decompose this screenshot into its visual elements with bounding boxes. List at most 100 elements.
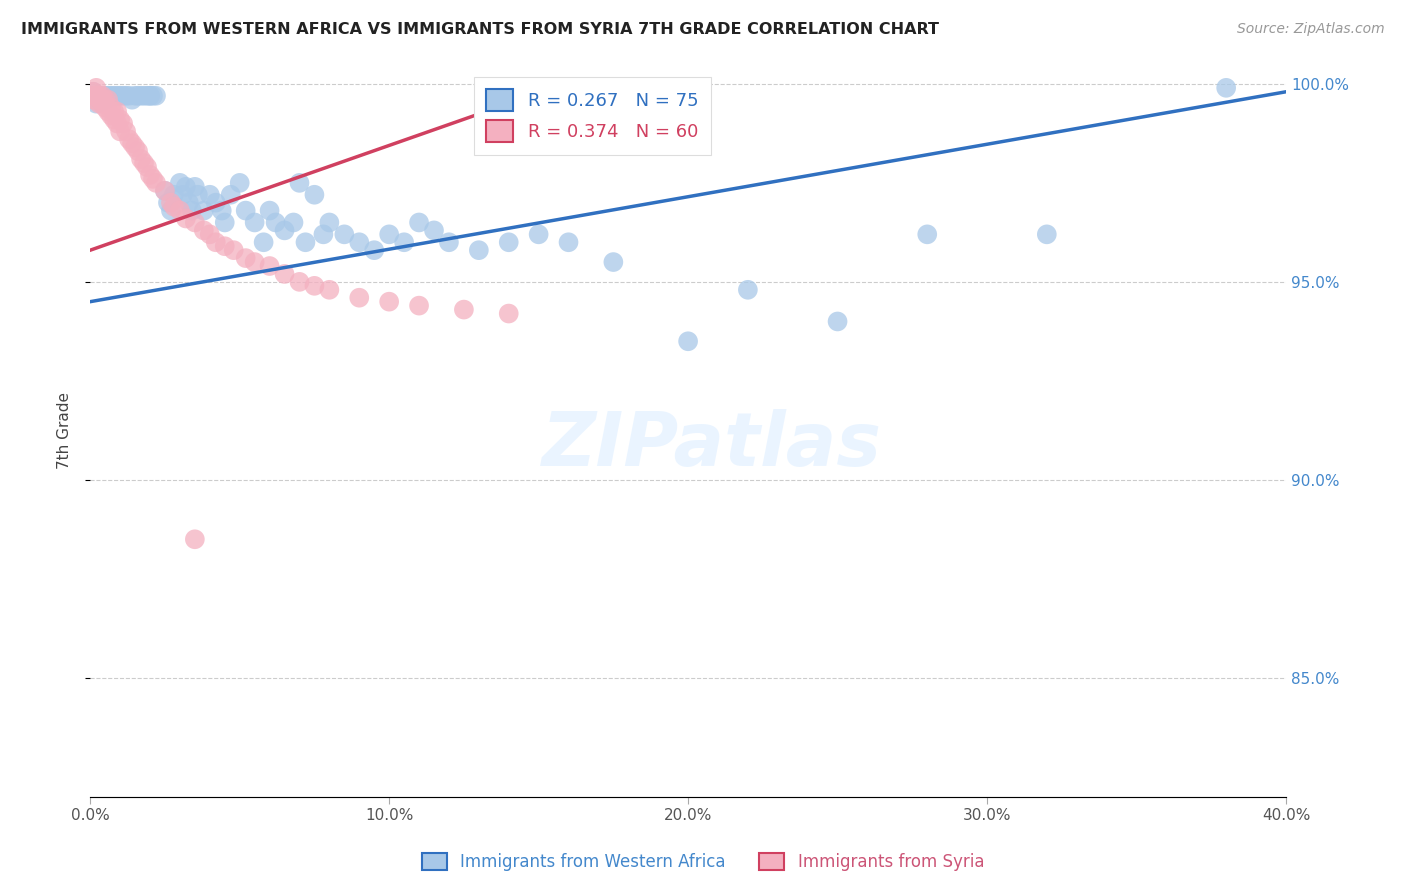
Point: [174, 179, 197, 194]
Point: [89, 88, 111, 103]
Point: [184, 533, 207, 547]
Point: [82, 85, 104, 99]
Point: [136, 160, 159, 174]
Point: [160, 203, 183, 218]
Point: [82, 88, 104, 103]
Point: [105, 116, 128, 130]
Point: [219, 187, 242, 202]
Point: [100, 101, 122, 115]
Point: [112, 88, 135, 103]
Point: [89, 96, 111, 111]
Point: [378, 294, 401, 309]
Point: [737, 283, 759, 297]
Point: [103, 112, 125, 127]
Point: [108, 112, 131, 127]
Point: [235, 251, 257, 265]
Point: [121, 93, 143, 107]
Point: [129, 88, 152, 103]
Point: [160, 195, 183, 210]
Point: [132, 88, 155, 103]
Point: [139, 88, 162, 103]
Point: [349, 235, 371, 250]
Point: [174, 211, 197, 226]
Point: [498, 307, 520, 321]
Point: [127, 144, 149, 158]
Point: [136, 88, 159, 103]
Point: [94, 96, 117, 111]
Point: [228, 176, 250, 190]
Point: [318, 283, 340, 297]
Point: [127, 88, 149, 103]
Point: [288, 275, 311, 289]
Point: [105, 88, 128, 103]
Point: [193, 203, 215, 218]
Point: [198, 187, 221, 202]
Point: [169, 176, 191, 190]
Point: [180, 203, 202, 218]
Point: [169, 203, 191, 218]
Point: [283, 215, 305, 229]
Text: IMMIGRANTS FROM WESTERN AFRICA VS IMMIGRANTS FROM SYRIA 7TH GRADE CORRELATION CH: IMMIGRANTS FROM WESTERN AFRICA VS IMMIGR…: [21, 22, 939, 37]
Point: [211, 203, 233, 218]
Point: [378, 227, 401, 242]
Point: [252, 235, 274, 250]
Point: [103, 88, 125, 103]
Point: [468, 243, 491, 257]
Point: [91, 93, 114, 107]
Point: [108, 124, 131, 138]
Point: [91, 96, 114, 111]
Point: [288, 176, 311, 190]
Point: [94, 101, 117, 115]
Point: [132, 156, 155, 170]
Point: [145, 176, 167, 190]
Point: [139, 168, 162, 182]
Point: [915, 227, 938, 242]
Point: [105, 104, 128, 119]
Point: [91, 93, 114, 107]
Point: [100, 109, 122, 123]
Point: [243, 255, 266, 269]
Point: [187, 187, 209, 202]
Point: [204, 235, 226, 250]
Point: [177, 195, 200, 210]
Point: [84, 80, 107, 95]
Point: [273, 223, 295, 237]
Point: [163, 187, 186, 202]
Point: [243, 215, 266, 229]
Point: [214, 215, 236, 229]
Point: [89, 93, 111, 107]
Point: [498, 235, 520, 250]
Point: [94, 93, 117, 107]
Point: [84, 96, 107, 111]
Point: [163, 200, 186, 214]
Point: [91, 93, 114, 107]
Point: [259, 259, 281, 273]
Point: [557, 235, 579, 250]
Point: [363, 243, 385, 257]
Point: [100, 88, 122, 103]
Point: [294, 235, 316, 250]
Point: [112, 116, 135, 130]
Point: [408, 299, 430, 313]
Point: [193, 223, 215, 237]
Point: [318, 215, 340, 229]
Point: [153, 184, 176, 198]
Point: [145, 88, 167, 103]
Point: [184, 215, 207, 229]
Point: [129, 152, 152, 166]
Legend: R = 0.267   N = 75, R = 0.374   N = 60: R = 0.267 N = 75, R = 0.374 N = 60: [474, 77, 711, 155]
Point: [97, 88, 120, 103]
Point: [527, 227, 550, 242]
Point: [97, 104, 120, 119]
Point: [108, 88, 131, 103]
Point: [349, 291, 371, 305]
Point: [124, 88, 146, 103]
Point: [304, 187, 326, 202]
Point: [333, 227, 356, 242]
Point: [89, 88, 111, 103]
Point: [392, 235, 415, 250]
Point: [82, 85, 104, 99]
Point: [222, 243, 245, 257]
Point: [408, 215, 430, 229]
Point: [156, 195, 179, 210]
